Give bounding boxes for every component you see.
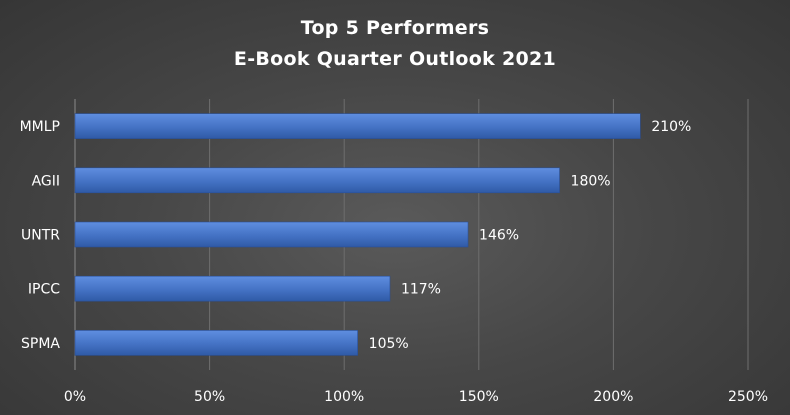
x-tick-label: 50% [194, 389, 225, 405]
category-label: MMLP [20, 119, 60, 135]
category-label: AGII [32, 173, 60, 189]
bar-mmlp [74, 113, 641, 139]
data-label: 105% [369, 336, 409, 352]
data-label: 146% [479, 228, 519, 244]
x-tick-label: 200% [593, 389, 633, 405]
x-tick-label: 0% [64, 389, 86, 405]
chart-title: Top 5 Performers [300, 17, 490, 39]
x-tick-label: 250% [728, 389, 768, 405]
data-label: 210% [651, 119, 691, 135]
bar-agii [74, 167, 560, 194]
category-label: SPMA [21, 336, 60, 352]
x-tick-label: 150% [459, 389, 499, 405]
data-label: 180% [571, 173, 611, 189]
bar-spma [74, 330, 358, 356]
category-label: IPCC [28, 282, 60, 298]
chart-subtitle: E-Book Quarter Outlook 2021 [233, 48, 557, 70]
x-tick-label: 100% [324, 389, 364, 405]
data-label: 117% [401, 282, 441, 298]
bar-ipcc [74, 275, 391, 302]
bar-untr [74, 221, 469, 248]
category-label: UNTR [21, 228, 60, 244]
